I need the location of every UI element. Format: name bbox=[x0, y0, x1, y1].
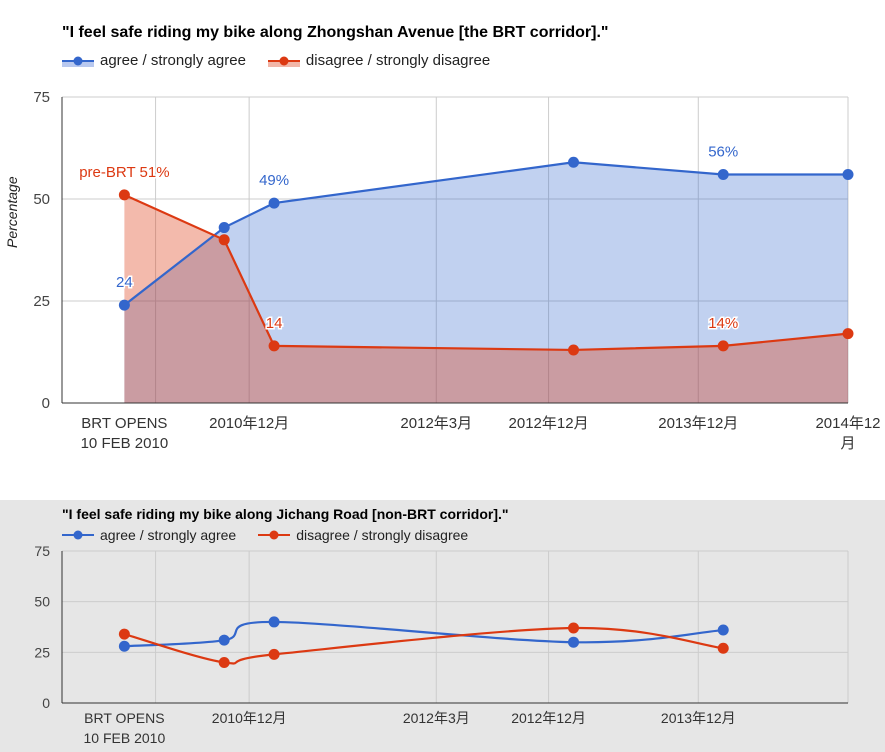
data-label-disagree: 14 bbox=[266, 315, 283, 332]
series-area-disagree bbox=[124, 194, 848, 403]
x-tick-label: 2013年12月 bbox=[661, 710, 736, 726]
legend-label-agree: agree / strongly agree bbox=[100, 52, 246, 69]
chart-title: "I feel safe riding my bike along Jichan… bbox=[62, 506, 509, 522]
x-tick-label: BRT OPENS bbox=[84, 710, 164, 726]
data-point-agree bbox=[568, 156, 580, 168]
series-line-agree bbox=[124, 620, 724, 648]
legend-label-disagree: disagree / strongly disagree bbox=[296, 527, 469, 543]
x-tick-label: 2014年12 bbox=[815, 415, 880, 432]
series-line-disagree bbox=[124, 626, 724, 665]
data-point-agree bbox=[568, 636, 580, 648]
x-tick-label: 2012年12月 bbox=[509, 415, 589, 432]
y-tick-label: 75 bbox=[33, 89, 50, 106]
data-label-disagree: 14% bbox=[708, 315, 738, 332]
series-line-disagree bbox=[123, 193, 849, 352]
x-tick-label: 2012年12月 bbox=[511, 710, 586, 726]
x-tick-label: 2010年12月 bbox=[212, 710, 287, 726]
data-label-agree: 24 bbox=[116, 274, 133, 291]
data-point-disagree bbox=[268, 340, 280, 352]
legend-item-agree[interactable]: agree / strongly agree bbox=[62, 527, 236, 543]
data-label-agree: 56% bbox=[708, 144, 738, 161]
legend-swatch-agree bbox=[62, 530, 94, 540]
series-line-agree bbox=[123, 161, 848, 306]
data-label-agree: 49% bbox=[259, 172, 289, 189]
data-label-disagree: pre-BRT 51% bbox=[79, 164, 169, 181]
data-point-agree bbox=[268, 616, 280, 628]
y-tick-label: 0 bbox=[42, 395, 50, 412]
plot-area: 0 25 50 75 BRT OPENS 10 FEB 2010 2010年12月 2012年… bbox=[34, 543, 849, 746]
plot-area: 0 25 50 75 BRT OPENS 10 FEB 2010 2010年12月 2012年… bbox=[33, 89, 880, 452]
data-point-disagree bbox=[118, 628, 130, 640]
chart-title: "I feel safe riding my bike along Zhongs… bbox=[62, 24, 609, 41]
y-tick-label: 75 bbox=[34, 543, 50, 559]
legend-label-agree: agree / strongly agree bbox=[100, 527, 237, 543]
x-tick-label: 2012年3月 bbox=[400, 415, 472, 432]
x-tick-label: 10 FEB 2010 bbox=[81, 435, 169, 452]
chart-panel-zhongshan: "I feel safe riding my bike along Zhongs… bbox=[4, 24, 881, 452]
data-point-agree bbox=[118, 640, 130, 652]
data-point-agree bbox=[268, 197, 280, 209]
y-tick-label: 25 bbox=[34, 644, 50, 660]
series-area-agree bbox=[124, 162, 848, 403]
legend-label-disagree: disagree / strongly disagree bbox=[305, 52, 491, 69]
data-point-agree bbox=[842, 169, 854, 181]
data-point-disagree bbox=[717, 642, 729, 654]
x-tick-label: BRT OPENS bbox=[81, 415, 167, 432]
data-point-agree bbox=[717, 169, 729, 181]
legend-item-disagree[interactable]: disagree / strongly disagree bbox=[267, 52, 491, 69]
legend: agree / strongly agree disagree / strong… bbox=[62, 527, 490, 543]
data-point-agree bbox=[118, 299, 130, 311]
y-tick-label: 50 bbox=[33, 191, 50, 208]
data-point-agree bbox=[717, 624, 729, 636]
x-tick-label: 月 bbox=[840, 435, 855, 452]
y-tick-label: 0 bbox=[42, 695, 50, 711]
y-tick-label: 25 bbox=[33, 293, 50, 310]
data-point-disagree bbox=[568, 622, 580, 634]
data-point-disagree bbox=[118, 189, 130, 201]
legend-item-disagree[interactable]: disagree / strongly disagree bbox=[258, 527, 468, 543]
data-point-disagree bbox=[218, 656, 230, 668]
legend: agree / strongly agree disagree / strong… bbox=[62, 52, 512, 69]
data-point-disagree bbox=[842, 328, 854, 340]
x-tick-label: 10 FEB 2010 bbox=[84, 730, 166, 746]
data-point-disagree bbox=[717, 340, 729, 352]
legend-swatch-disagree bbox=[267, 56, 300, 67]
x-tick-label: 2013年12月 bbox=[658, 415, 738, 432]
legend-item-agree[interactable]: agree / strongly agree bbox=[62, 52, 246, 69]
legend-swatch-disagree bbox=[258, 530, 291, 540]
data-point-disagree bbox=[268, 648, 280, 660]
x-tick-label: 2010年12月 bbox=[209, 415, 289, 432]
data-point-agree bbox=[218, 634, 230, 646]
data-point-agree bbox=[218, 222, 230, 234]
x-tick-label: 2012年3月 bbox=[403, 710, 470, 726]
chart-panel-jichang: "I feel safe riding my bike along Jichan… bbox=[0, 500, 885, 752]
data-point-disagree bbox=[568, 344, 580, 356]
y-tick-label: 50 bbox=[34, 594, 50, 610]
data-point-disagree bbox=[218, 234, 230, 246]
legend-swatch-agree bbox=[62, 56, 94, 67]
